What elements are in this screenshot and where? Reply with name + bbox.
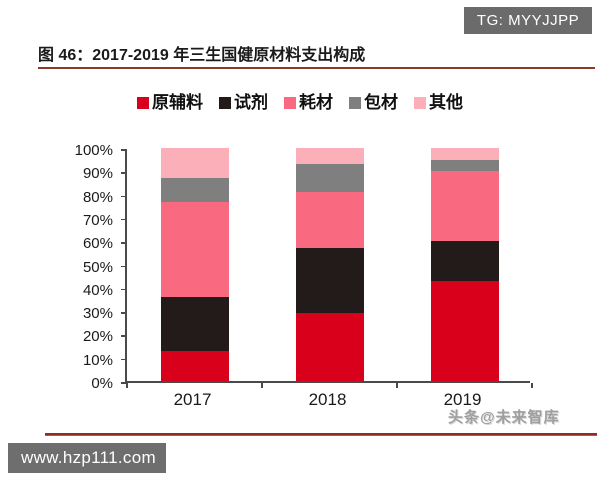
bar-segment — [430, 148, 499, 160]
y-tick-label: 70% — [82, 211, 113, 229]
y-tick-label: 100% — [74, 142, 113, 159]
y-tick-label: 20% — [82, 328, 113, 346]
y-tick-label: 40% — [82, 281, 113, 299]
watermark-text: 头条@未来智库 — [448, 409, 560, 426]
legend-swatch-icon — [414, 96, 426, 109]
y-tick-mark — [121, 288, 127, 291]
legend-swatch-icon — [137, 96, 149, 109]
bar-segment — [430, 159, 499, 172]
x-category-label: 2019 — [443, 390, 482, 409]
legend-label: 耗材 — [299, 93, 333, 112]
x-tick-mark — [396, 383, 398, 388]
legend-item-4: 其他 — [414, 94, 463, 111]
bar-segment — [160, 201, 229, 298]
y-tick-mark — [121, 312, 127, 314]
legend-label: 包材 — [364, 93, 398, 112]
x-category-label: 2017 — [173, 390, 212, 409]
stacked-bar-2018 — [295, 148, 364, 381]
legend-item-0: 原辅料 — [137, 94, 203, 111]
bar-segment — [430, 280, 499, 381]
y-tick-label: 30% — [82, 305, 113, 323]
legend-item-2: 耗材 — [284, 94, 333, 111]
website-url-badge: www.hzp111.com — [8, 443, 166, 473]
x-tick-mark — [126, 383, 128, 388]
y-tick-label: 80% — [82, 188, 113, 206]
bar-segment — [295, 313, 364, 381]
y-tick-mark — [121, 172, 127, 174]
legend-item-1: 试剂 — [219, 94, 268, 111]
figure-title: 图 46：2017-2019 年三生国健原材料支出构成 — [38, 47, 366, 64]
stacked-bar-2019 — [430, 148, 499, 381]
y-tick-mark — [121, 335, 127, 337]
y-tick-mark — [121, 382, 127, 384]
bar-segment — [430, 171, 499, 242]
y-tick-label: 10% — [82, 351, 113, 369]
tg-contact-badge: TG: MYYJJPP — [464, 7, 592, 34]
bar-segment — [160, 148, 229, 179]
chart-plot-area — [121, 148, 533, 388]
x-tick-mark — [261, 383, 263, 388]
footer-rule — [45, 433, 597, 436]
y-tick-label: 60% — [82, 235, 113, 253]
legend-label: 其他 — [429, 93, 463, 112]
y-tick-mark — [121, 265, 127, 267]
legend-swatch-icon — [284, 96, 296, 109]
bar-segment — [295, 192, 364, 249]
title-underline — [38, 67, 595, 69]
legend-swatch-icon — [349, 96, 361, 109]
y-tick-label: 90% — [82, 165, 113, 183]
y-tick-mark — [121, 242, 127, 244]
legend-item-3: 包材 — [349, 94, 398, 111]
bar-segment — [295, 248, 364, 314]
y-tick-mark — [121, 149, 127, 151]
stacked-bar-2017 — [160, 148, 229, 381]
bar-segment — [430, 241, 499, 281]
chart-legend: 原辅料 试剂 耗材 包材 其他 — [0, 94, 600, 111]
y-tick-mark — [121, 218, 127, 221]
bar-segment — [160, 178, 229, 202]
bar-segment — [295, 148, 364, 165]
y-tick-mark — [121, 358, 127, 361]
bar-segment — [295, 164, 364, 193]
legend-label: 试剂 — [234, 93, 268, 112]
x-tick-mark — [531, 383, 533, 388]
legend-swatch-icon — [219, 96, 231, 109]
legend-label: 原辅料 — [152, 93, 203, 112]
bar-segment — [160, 297, 229, 351]
y-tick-label: 50% — [82, 258, 113, 276]
y-tick-mark — [121, 195, 127, 198]
y-tick-label: 0% — [91, 375, 113, 392]
x-category-label: 2018 — [308, 390, 347, 409]
bar-segment — [160, 350, 229, 381]
